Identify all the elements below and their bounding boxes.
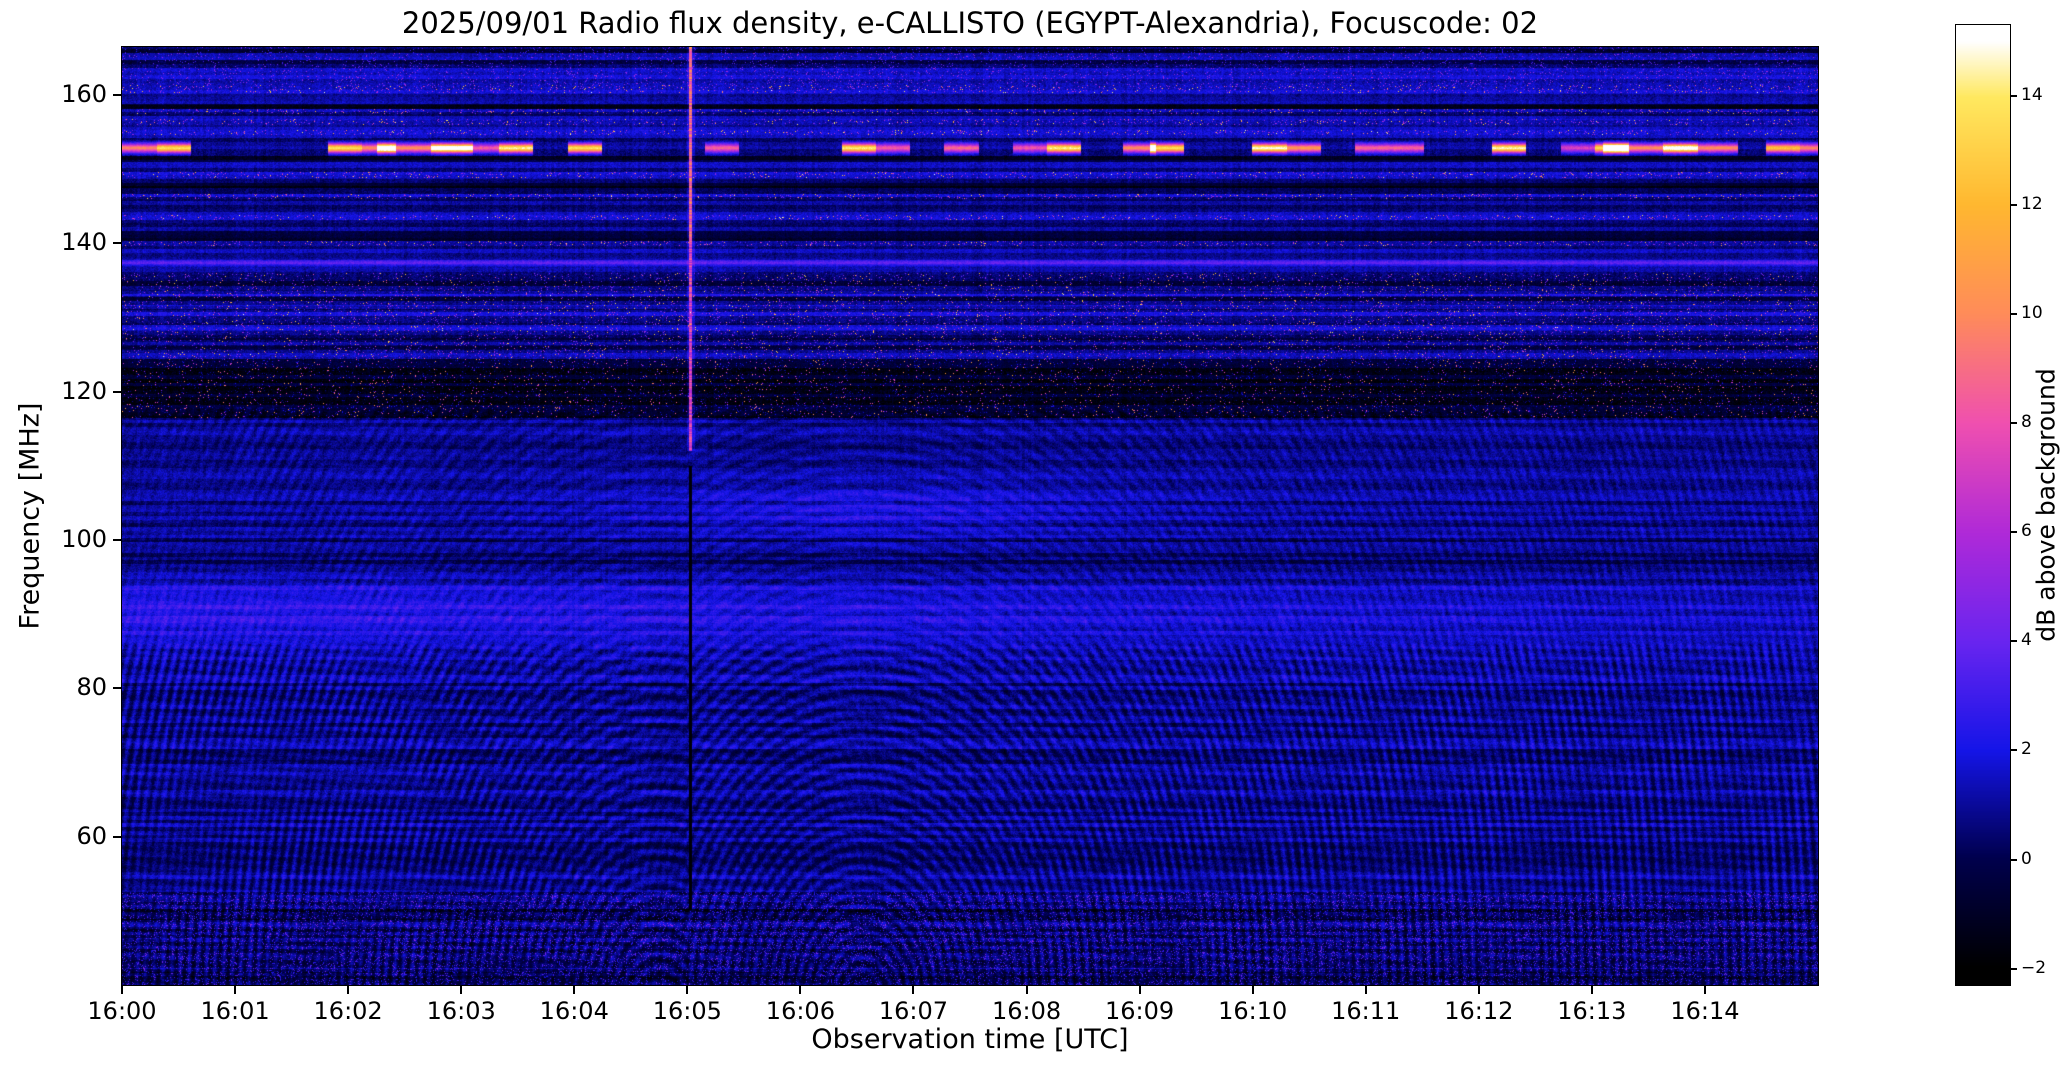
- x-tick-mark: [686, 985, 689, 994]
- y-tick-label: 160: [61, 80, 107, 109]
- x-tick-mark: [460, 985, 463, 994]
- plot-area: [121, 46, 1819, 986]
- x-tick-label: 16:01: [200, 997, 270, 1025]
- x-tick-label: 16:12: [1444, 997, 1514, 1025]
- x-tick-mark: [1477, 985, 1480, 994]
- colorbar-tick-mark: [2010, 313, 2017, 316]
- x-tick-label: 16:11: [1331, 997, 1401, 1025]
- x-tick-label: 16:13: [1557, 997, 1627, 1025]
- y-tick-mark: [113, 687, 122, 690]
- x-tick-label: 16:14: [1670, 997, 1740, 1025]
- y-axis-label: Frequency [MHz]: [14, 402, 46, 630]
- y-tick-mark: [113, 390, 122, 393]
- x-tick-mark: [1590, 985, 1593, 994]
- colorbar-tick-mark: [2010, 640, 2017, 643]
- y-tick-label: 100: [61, 525, 107, 554]
- x-axis-label: Observation time [UTC]: [811, 1024, 1129, 1055]
- colorbar-tick-label: −2: [2021, 957, 2047, 978]
- x-tick-label: 16:00: [87, 997, 157, 1025]
- colorbar-tick-mark: [2010, 422, 2017, 425]
- x-tick-label: 16:10: [1218, 997, 1288, 1025]
- colorbar-label: dB above background: [2031, 368, 2061, 642]
- x-tick-mark: [1364, 985, 1367, 994]
- x-tick-label: 16:09: [1105, 997, 1175, 1025]
- x-tick-mark: [912, 985, 915, 994]
- x-tick-mark: [1251, 985, 1254, 994]
- x-tick-mark: [121, 985, 123, 994]
- x-tick-mark: [234, 985, 237, 994]
- x-tick-mark: [1138, 985, 1141, 994]
- y-tick-label: 120: [61, 376, 107, 405]
- x-tick-label: 16:06: [765, 997, 835, 1025]
- colorbar-tick-mark: [2010, 967, 2017, 970]
- colorbar-tick-mark: [2010, 858, 2017, 861]
- x-tick-label: 16:07: [878, 997, 949, 1025]
- colorbar-tick-label: 0: [2021, 848, 2032, 869]
- colorbar-canvas: [1956, 25, 2010, 985]
- colorbar-tick-label: 12: [2021, 194, 2043, 214]
- colorbar-tick-mark: [2010, 531, 2017, 534]
- colorbar: [1955, 24, 2011, 986]
- x-tick-label: 16:08: [991, 997, 1062, 1025]
- colorbar-tick-mark: [2010, 204, 2017, 206]
- chart-title: 2025/09/01 Radio flux density, e-CALLIST…: [401, 6, 1539, 40]
- colorbar-tick-label: 10: [2021, 303, 2043, 324]
- x-tick-mark: [347, 985, 350, 994]
- x-tick-mark: [1025, 985, 1028, 994]
- spectrogram-canvas: [122, 47, 1818, 985]
- x-tick-label: 16:05: [652, 997, 722, 1025]
- x-tick-mark: [799, 985, 802, 994]
- x-tick-mark: [573, 985, 576, 994]
- y-tick-label: 80: [76, 673, 107, 702]
- y-tick-mark: [113, 539, 122, 542]
- colorbar-tick-label: 4: [2021, 630, 2032, 651]
- colorbar-tick-label: 14: [2021, 84, 2043, 105]
- y-tick-mark: [113, 242, 122, 245]
- x-tick-label: 16:02: [313, 997, 383, 1025]
- x-tick-label: 16:03: [426, 997, 496, 1025]
- y-tick-mark: [113, 94, 122, 97]
- colorbar-tick-label: 2: [2021, 739, 2032, 760]
- y-tick-mark: [113, 835, 122, 838]
- y-tick-label: 140: [61, 228, 107, 257]
- colorbar-tick-mark: [2010, 94, 2017, 97]
- y-tick-label: 60: [76, 821, 107, 850]
- x-tick-mark: [1703, 985, 1706, 994]
- colorbar-tick-label: 8: [2021, 412, 2032, 433]
- colorbar-tick-mark: [2010, 749, 2017, 752]
- colorbar-tick-label: 6: [2021, 521, 2032, 542]
- x-tick-label: 16:04: [539, 997, 609, 1025]
